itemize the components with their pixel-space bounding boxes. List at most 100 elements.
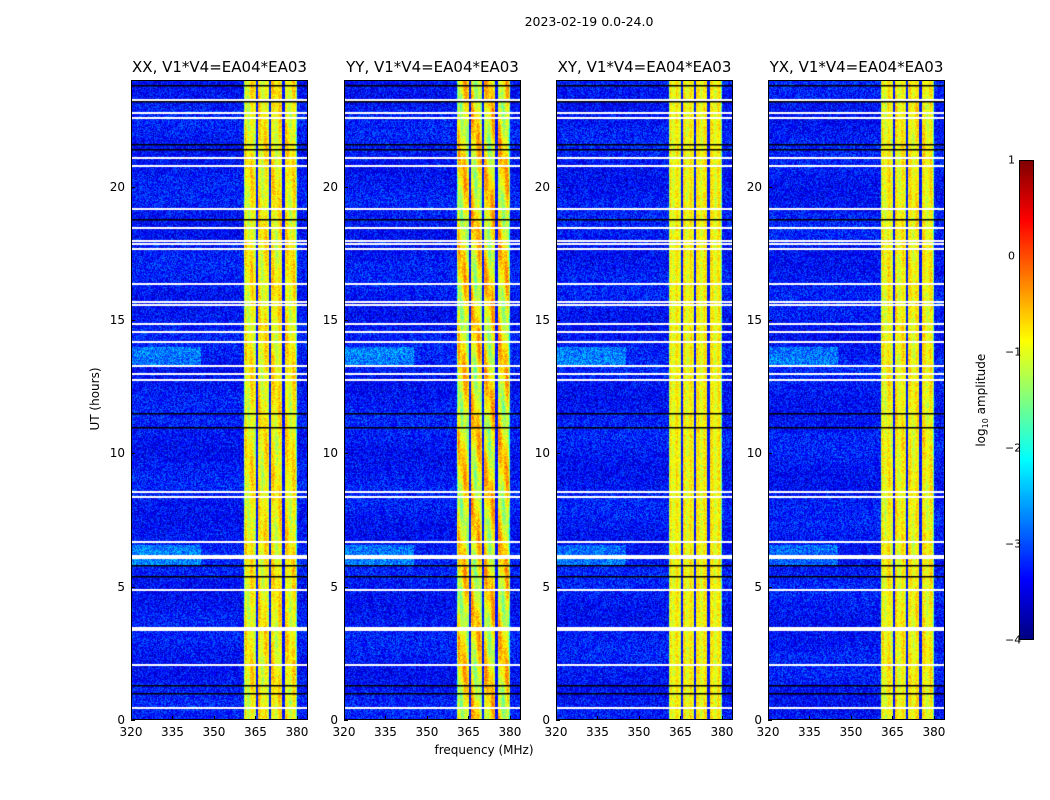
x-tick-mark xyxy=(809,716,811,720)
x-axis-label: frequency (MHz) xyxy=(434,743,534,757)
y-tick-mark xyxy=(344,453,348,455)
x-tick-mark xyxy=(344,716,345,720)
x-tick-label: 320 xyxy=(332,725,356,739)
y-tick-label: 20 xyxy=(534,179,550,194)
y-tick-label: 15 xyxy=(746,313,762,327)
panel-title: XY, V1*V4=EA04*EA03 xyxy=(557,58,732,76)
x-tick-label: 335 xyxy=(374,725,397,739)
x-tick-label: 335 xyxy=(586,725,609,739)
y-tick-mark xyxy=(768,586,772,588)
y-tick-label: 15 xyxy=(109,313,125,327)
colorbar-tick-label: 1 xyxy=(1008,153,1015,167)
y-tick-label: 5 xyxy=(117,579,125,594)
y-tick-mark xyxy=(131,186,135,188)
y-tick-label: 10 xyxy=(109,446,125,461)
y-tick-label: 15 xyxy=(322,313,338,327)
spectrogram-panel-yy: YY, V1*V4=EA04*EA03 0 5 10 15 20 320 335 350 365 3… xyxy=(323,58,522,739)
colorbar xyxy=(1019,160,1034,640)
x-tick-label: 335 xyxy=(161,725,184,739)
y-tick-mark xyxy=(131,453,135,455)
colorbar-tick-label: −3 xyxy=(1005,537,1022,551)
y-tick-mark xyxy=(344,720,348,721)
spectrogram-panel-xy: XY, V1*V4=EA04*EA03 0 5 10 15 20 320 335 350 365 3… xyxy=(535,58,734,739)
panel-title: XX, V1*V4=EA04*EA03 xyxy=(132,58,307,76)
y-tick-label: 0 xyxy=(542,713,550,727)
x-tick-mark xyxy=(597,716,599,720)
colorbar-tick-label: −2 xyxy=(1005,441,1022,455)
y-tick-label: 10 xyxy=(534,446,550,461)
x-tick-label: 380 xyxy=(710,725,734,739)
panel-title: YX, V1*V4=EA04*EA03 xyxy=(769,58,944,76)
x-tick-mark xyxy=(213,716,215,720)
x-tick-mark xyxy=(933,716,935,720)
y-tick-mark xyxy=(556,186,560,188)
y-tick-mark xyxy=(344,320,348,321)
y-tick-label: 0 xyxy=(330,713,338,727)
y-tick-mark xyxy=(131,320,135,321)
x-tick-label: 365 xyxy=(244,725,267,739)
y-tick-label: 10 xyxy=(746,446,762,461)
x-tick-mark xyxy=(850,716,852,720)
y-tick-mark xyxy=(556,453,560,455)
y-tick-label: 20 xyxy=(322,179,338,194)
x-tick-label: 350 xyxy=(627,725,651,739)
x-tick-label: 380 xyxy=(285,725,309,739)
x-tick-mark xyxy=(638,716,640,720)
x-tick-label: 365 xyxy=(457,725,480,739)
x-tick-mark xyxy=(509,716,511,720)
colorbar-label: log10 amplitude xyxy=(973,353,991,447)
x-tick-label: 380 xyxy=(922,725,946,739)
x-tick-mark xyxy=(721,716,723,720)
x-tick-mark xyxy=(680,716,682,720)
panel-title: YY, V1*V4=EA04*EA03 xyxy=(346,58,519,76)
y-tick-mark xyxy=(556,586,560,588)
y-tick-mark xyxy=(131,586,135,588)
y-tick-mark xyxy=(768,186,772,188)
x-tick-label: 320 xyxy=(756,725,780,739)
x-tick-mark xyxy=(172,716,174,720)
x-tick-label: 380 xyxy=(498,725,522,739)
x-tick-label: 320 xyxy=(119,725,143,739)
colorbar-tick-label: −1 xyxy=(1005,345,1022,359)
x-tick-mark xyxy=(426,716,428,720)
colorbar-gradient xyxy=(1019,160,1034,640)
y-tick-label: 0 xyxy=(117,713,125,727)
y-tick-label: 5 xyxy=(754,579,762,594)
heatmap-image xyxy=(556,80,733,720)
x-tick-label: 350 xyxy=(415,725,439,739)
heatmap-image xyxy=(344,80,521,720)
y-tick-mark xyxy=(768,720,772,721)
x-tick-label: 320 xyxy=(544,725,568,739)
colorbar-tick-label: −4 xyxy=(1005,633,1022,647)
colorbar-tick-label: 0 xyxy=(1008,249,1015,263)
spectrogram-panel-yx: YX, V1*V4=EA04*EA03 0 5 10 15 20 320 335 350 365 3… xyxy=(747,58,946,739)
x-tick-mark xyxy=(468,716,470,720)
y-tick-label: 20 xyxy=(746,179,762,194)
y-tick-label: 15 xyxy=(534,313,550,327)
y-tick-mark xyxy=(344,186,348,188)
x-tick-mark xyxy=(131,716,132,720)
x-tick-mark xyxy=(556,716,557,720)
heatmap-image xyxy=(768,80,945,720)
heatmap-image xyxy=(131,80,308,720)
y-tick-label: 5 xyxy=(330,579,338,594)
x-tick-mark xyxy=(385,716,387,720)
y-axis-label: UT (hours) xyxy=(88,367,102,431)
x-tick-mark xyxy=(892,716,894,720)
x-tick-label: 350 xyxy=(202,725,226,739)
x-tick-label: 335 xyxy=(798,725,821,739)
y-tick-mark xyxy=(344,586,348,588)
x-tick-mark xyxy=(296,716,298,720)
y-tick-label: 10 xyxy=(322,446,338,461)
y-tick-label: 20 xyxy=(109,179,125,194)
y-tick-mark xyxy=(768,453,772,455)
x-tick-mark xyxy=(768,716,769,720)
y-tick-label: 0 xyxy=(754,713,762,727)
x-tick-label: 365 xyxy=(881,725,904,739)
x-tick-label: 350 xyxy=(839,725,863,739)
y-tick-mark xyxy=(556,320,560,321)
figure-title: 2023-02-19 0.0-24.0 xyxy=(524,14,654,29)
y-tick-mark xyxy=(556,720,560,721)
spectrogram-panel-xx: XX, V1*V4=EA04*EA03 0 5 10 15 20 320 335 350 365 3… xyxy=(110,58,309,739)
